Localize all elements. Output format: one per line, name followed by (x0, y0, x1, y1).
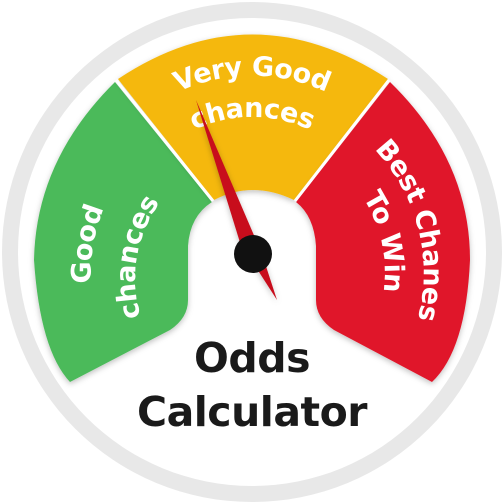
title-line2: Calculator (137, 388, 368, 436)
needle-hub (234, 235, 272, 273)
title-line1: Odds (194, 334, 310, 382)
